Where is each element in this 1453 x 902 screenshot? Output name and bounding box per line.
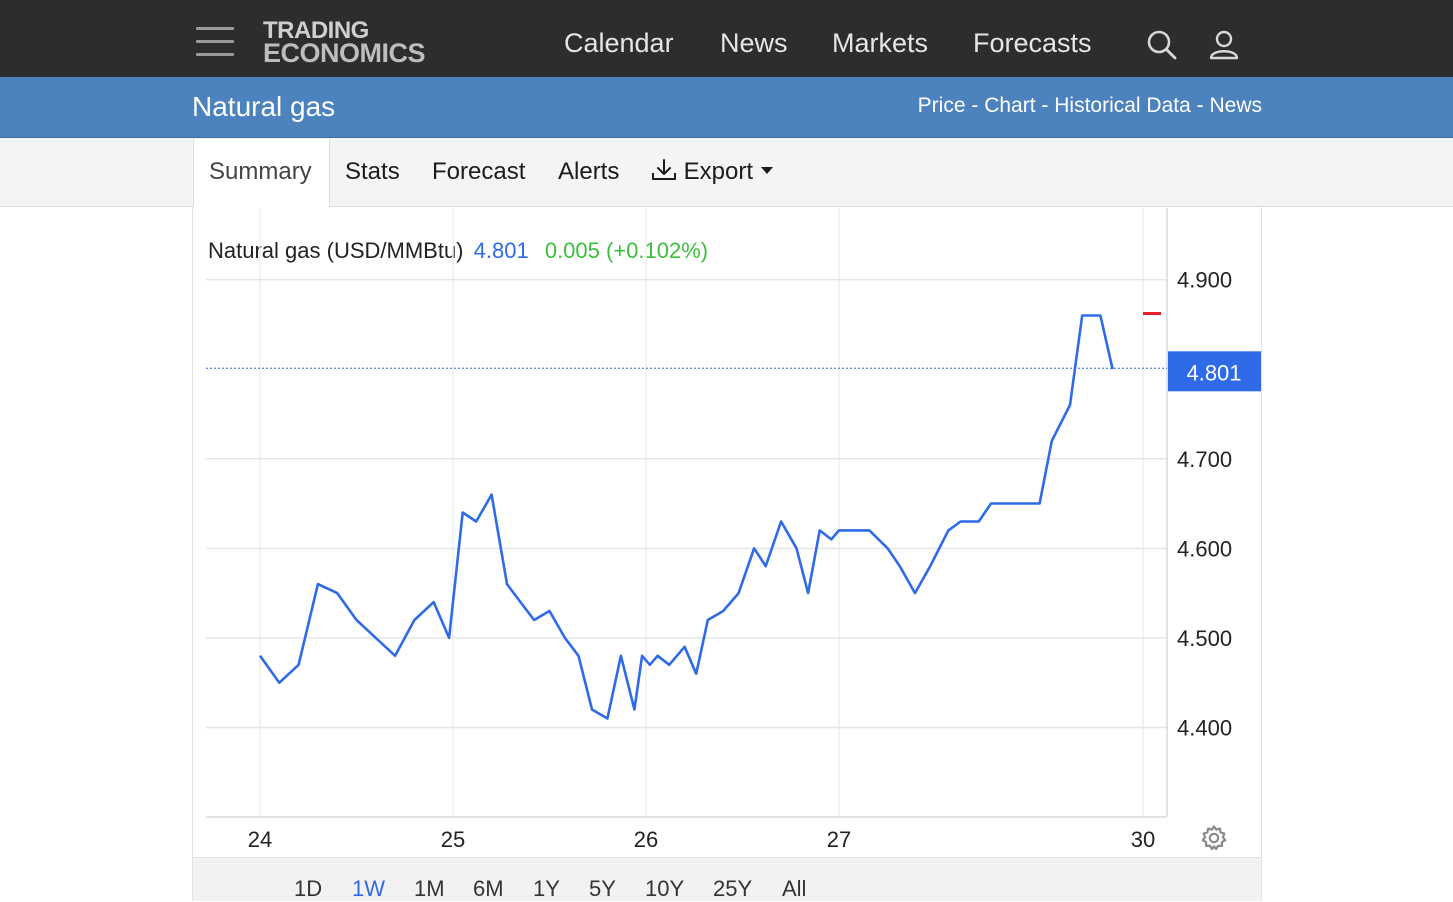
header-link-news[interactable]: News — [1209, 94, 1262, 117]
logo-line-1: TRADING — [263, 17, 369, 44]
range-button-1w[interactable]: 1W — [352, 876, 385, 901]
header-link-chart[interactable]: Chart — [984, 94, 1036, 117]
x-tick-label: 26 — [634, 827, 658, 852]
range-bar — [193, 857, 1261, 901]
legend-series-name: Natural gas (USD/MMBtu) — [208, 238, 464, 263]
range-button-all[interactable]: All — [782, 876, 807, 901]
horizontal-grid — [206, 278, 1167, 729]
range-button-25y[interactable]: 25Y — [713, 876, 753, 901]
range-button-1d[interactable]: 1D — [294, 876, 323, 901]
range-button-6m[interactable]: 6M — [473, 876, 504, 901]
y-tick-label: 4.700 — [1177, 447, 1232, 472]
range-button-5y[interactable]: 5Y — [589, 876, 616, 901]
header-link-price[interactable]: Price — [917, 94, 966, 117]
legend-price: 4.801 — [473, 238, 529, 263]
range-button-1y[interactable]: 1Y — [533, 876, 560, 901]
series-line — [258, 314, 1114, 720]
tab-alerts[interactable]: Alerts — [558, 158, 620, 185]
caret-down-icon — [760, 167, 773, 174]
tab-summary[interactable]: Summary — [193, 139, 330, 208]
logo-line-2: ECONOMICS — [263, 38, 426, 68]
download-icon — [652, 159, 676, 180]
x-tick-label: 25 — [441, 827, 465, 852]
last-value-badge: 4.801 — [1168, 351, 1261, 392]
export-dropdown[interactable]: Export — [651, 158, 774, 186]
range-button-10y[interactable]: 10Y — [645, 876, 685, 901]
y-tick-label: 4.600 — [1177, 536, 1232, 561]
header-link-historical-data[interactable]: Historical Data — [1054, 94, 1191, 117]
nav-calendar-link[interactable]: Calendar — [564, 28, 674, 58]
nav-news-link[interactable]: News — [720, 28, 788, 58]
top-navbar — [0, 0, 1453, 77]
tab-stats[interactable]: Stats — [345, 158, 400, 185]
page-title: Natural gas — [192, 91, 336, 122]
gear-icon[interactable] — [1200, 824, 1228, 852]
nav-forecasts-link[interactable]: Forecasts — [973, 28, 1092, 58]
export-label: Export — [683, 158, 754, 185]
x-tick-label: 27 — [827, 827, 851, 852]
vertical-grid — [259, 208, 1144, 817]
user-icon[interactable] — [1207, 28, 1241, 62]
x-tick-labels: 24 25 26 27 30 — [248, 827, 1155, 852]
y-tick-label: 4.900 — [1177, 268, 1232, 293]
chart-container — [192, 207, 1262, 901]
tab-forecast[interactable]: Forecast — [432, 158, 526, 185]
legend-change: 0.005 (+0.102%) — [544, 238, 709, 263]
menu-icon[interactable] — [196, 27, 234, 57]
instrument-header — [0, 77, 1453, 138]
x-tick-label: 30 — [1131, 827, 1155, 852]
x-tick-label: 24 — [248, 827, 272, 852]
tab-summary-label: Summary — [209, 158, 312, 185]
y-tick-label: 4.500 — [1177, 626, 1232, 651]
y-tick-labels: 4.900 4.700 4.600 4.500 4.400 — [1177, 268, 1232, 741]
logo[interactable]: TRADING ECONOMICS — [263, 17, 426, 68]
header-links: Price - Chart - Historical Data - News — [917, 94, 1262, 117]
chart-legend: Natural gas (USD/MMBtu) 4.801 0.005 (+0.… — [208, 238, 708, 264]
nav-markets-link[interactable]: Markets — [832, 28, 929, 58]
last-value-label: 4.801 — [1186, 360, 1241, 385]
y-tick-label: 4.400 — [1177, 715, 1232, 740]
range-button-1m[interactable]: 1M — [414, 876, 445, 901]
search-icon[interactable] — [1145, 28, 1179, 62]
